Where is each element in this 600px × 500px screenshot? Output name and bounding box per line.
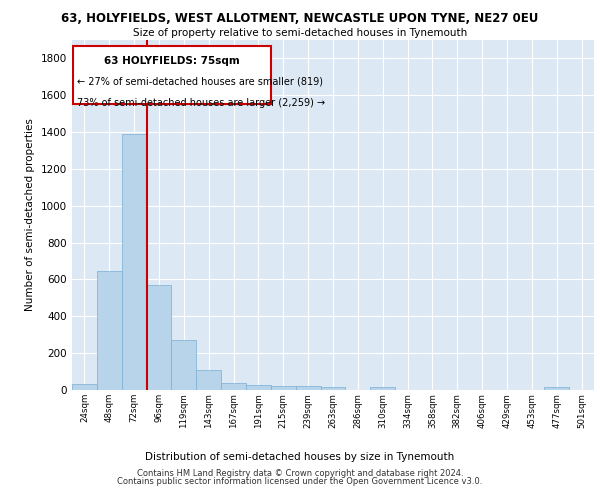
FancyBboxPatch shape [73,46,271,104]
Text: Distribution of semi-detached houses by size in Tynemouth: Distribution of semi-detached houses by … [145,452,455,462]
Text: Contains public sector information licensed under the Open Government Licence v3: Contains public sector information licen… [118,477,482,486]
Bar [320,387,346,390]
Bar [246,385,271,390]
Bar [544,387,569,390]
Bar [97,270,122,390]
Bar [196,370,221,390]
Bar [221,382,246,390]
Text: Size of property relative to semi-detached houses in Tynemouth: Size of property relative to semi-detach… [133,28,467,38]
Bar [271,386,296,390]
Text: 63, HOLYFIELDS, WEST ALLOTMENT, NEWCASTLE UPON TYNE, NE27 0EU: 63, HOLYFIELDS, WEST ALLOTMENT, NEWCASTL… [61,12,539,26]
Text: Contains HM Land Registry data © Crown copyright and database right 2024.: Contains HM Land Registry data © Crown c… [137,468,463,477]
Bar [122,134,146,390]
Text: 73% of semi-detached houses are larger (2,259) →: 73% of semi-detached houses are larger (… [77,98,325,108]
Bar [72,384,97,390]
Text: 63 HOLYFIELDS: 75sqm: 63 HOLYFIELDS: 75sqm [104,56,240,66]
Bar [172,340,196,390]
Text: ← 27% of semi-detached houses are smaller (819): ← 27% of semi-detached houses are smalle… [77,77,323,87]
Bar [370,386,395,390]
Bar [146,285,172,390]
Y-axis label: Number of semi-detached properties: Number of semi-detached properties [25,118,35,312]
Bar [296,386,320,390]
